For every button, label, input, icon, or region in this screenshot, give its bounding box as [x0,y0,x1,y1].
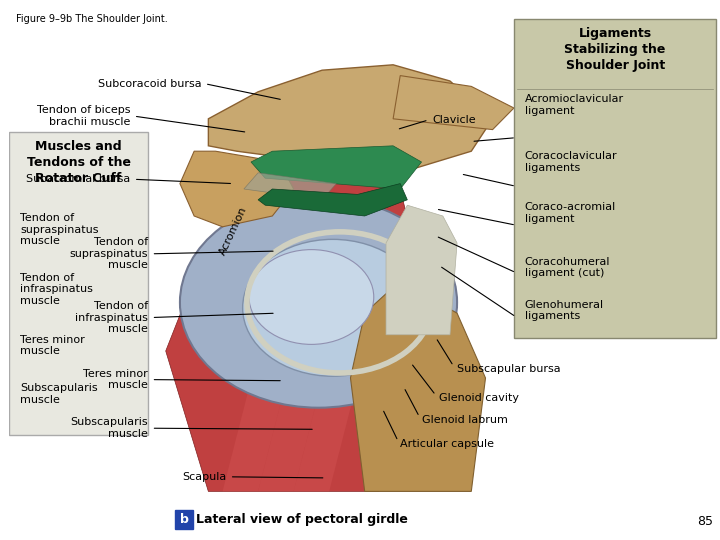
Polygon shape [180,151,294,227]
Text: Teres minor
muscle: Teres minor muscle [20,335,85,356]
Text: Glenoid cavity: Glenoid cavity [438,393,518,403]
Polygon shape [208,65,492,173]
Polygon shape [244,173,336,200]
Text: Glenoid labrum: Glenoid labrum [421,415,508,424]
Text: 85: 85 [697,515,713,528]
Text: Acromioclavicular
ligament: Acromioclavicular ligament [525,94,624,116]
Text: Coraco-acromial
ligament: Coraco-acromial ligament [525,202,616,224]
FancyBboxPatch shape [9,132,148,435]
Text: Subscapularis
muscle: Subscapularis muscle [20,383,98,405]
Text: Tendon of
supraspinatus
muscle: Tendon of supraspinatus muscle [69,237,148,271]
Text: Acromion: Acromion [217,205,249,257]
Text: Coracoclavicular
ligaments: Coracoclavicular ligaments [525,151,617,173]
Text: b: b [180,513,189,526]
Text: Subscapular bursa: Subscapular bursa [457,364,561,374]
Text: Scapula: Scapula [182,472,226,482]
Polygon shape [222,297,308,491]
Circle shape [249,249,374,345]
Text: Articular capsule: Articular capsule [400,439,494,449]
Text: Glenohumeral
ligaments: Glenohumeral ligaments [525,300,603,321]
Text: Subcoracoid bursa: Subcoracoid bursa [98,79,202,89]
Polygon shape [166,151,436,491]
FancyBboxPatch shape [514,19,716,337]
Text: Figure 9–9b The Shoulder Joint.: Figure 9–9b The Shoulder Joint. [17,14,168,24]
Text: Lateral view of pectoral girdle: Lateral view of pectoral girdle [197,513,408,526]
Text: Subscapularis
muscle: Subscapularis muscle [71,417,148,439]
Polygon shape [251,146,421,189]
Text: Subacromial bursa: Subacromial bursa [26,174,130,184]
Text: Coracohumeral
ligament (cut): Coracohumeral ligament (cut) [525,256,610,278]
Polygon shape [258,184,408,216]
Polygon shape [386,205,457,335]
FancyBboxPatch shape [175,510,194,529]
Circle shape [180,197,457,408]
Text: Tendon of
supraspinatus
muscle: Tendon of supraspinatus muscle [20,213,99,246]
Polygon shape [294,297,379,491]
Text: Ligaments
Stabilizing the
Shoulder Joint: Ligaments Stabilizing the Shoulder Joint [564,27,666,72]
Text: Tendon of
infraspinatus
muscle: Tendon of infraspinatus muscle [20,273,93,306]
Polygon shape [351,281,485,491]
Polygon shape [393,76,514,130]
Text: Tendon of biceps
brachii muscle: Tendon of biceps brachii muscle [37,105,130,127]
Text: Muscles and
Tendons of the
Rotator Cuff: Muscles and Tendons of the Rotator Cuff [27,140,130,185]
Circle shape [243,239,423,376]
Text: Clavicle: Clavicle [432,115,476,125]
Text: Tendon of
infraspinatus
muscle: Tendon of infraspinatus muscle [75,301,148,334]
Polygon shape [258,297,343,491]
Text: Teres minor
muscle: Teres minor muscle [84,369,148,390]
